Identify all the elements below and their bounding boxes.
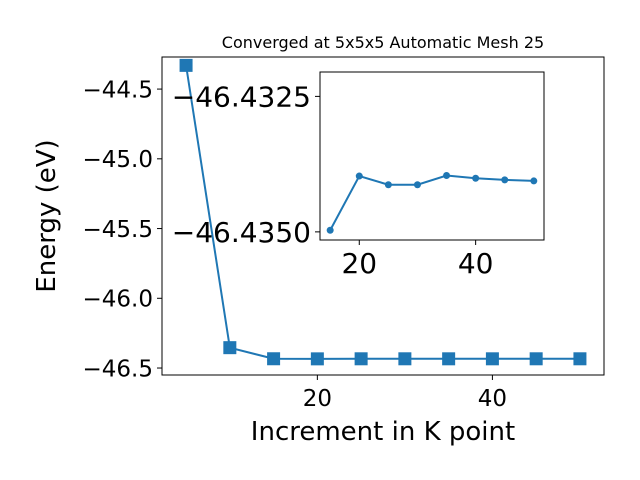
data-point [529, 352, 543, 366]
y-axis-label: Energy (eV) [32, 139, 62, 292]
data-point [398, 352, 412, 366]
data-point [326, 226, 334, 234]
y-tick-label: −46.4325 [172, 80, 311, 113]
x-axis-label: Increment in K point [251, 417, 515, 447]
data-point [501, 176, 509, 184]
data-point [442, 352, 456, 366]
inset-frame [319, 71, 545, 241]
data-point [223, 341, 237, 355]
x-tick-label: 40 [478, 386, 507, 412]
data-point [384, 181, 392, 189]
main-plot: Converged at 5x5x5 Automatic Mesh 25 20 4… [32, 33, 605, 447]
x-tick-label: 20 [341, 247, 377, 280]
data-point [573, 352, 587, 366]
data-point [267, 352, 281, 366]
data-point [530, 177, 538, 185]
main-plot-area [161, 56, 605, 376]
series-line [329, 174, 534, 231]
main-series [179, 58, 587, 366]
x-tick-label: 40 [458, 247, 494, 280]
data-point [310, 352, 324, 366]
chart-title: Converged at 5x5x5 Automatic Mesh 25 [222, 33, 544, 52]
y-tick-label: −46.0 [83, 287, 153, 313]
x-tick-label: 20 [303, 386, 332, 412]
data-point [179, 58, 193, 72]
data-point [485, 352, 499, 366]
y-tick-label: −46.5 [83, 356, 153, 382]
inset-series [326, 172, 538, 234]
y-tick-label: −44.5 [83, 77, 153, 103]
data-point [354, 352, 368, 366]
data-point [443, 172, 451, 180]
data-point [355, 172, 363, 180]
y-tick-label: −45.5 [83, 217, 153, 243]
data-point [472, 174, 480, 182]
data-point [413, 181, 421, 189]
y-tick-label: −46.4350 [172, 216, 311, 249]
inset-plot: 20 40 −46.4350 −46.4325 [172, 71, 545, 280]
series-line [185, 65, 580, 360]
inset-background [320, 72, 544, 240]
main-axis-ticks: 20 40 −44.5 −45.0 −45.5 −46.0 −46.5 [83, 77, 508, 412]
y-tick-label: −45.0 [83, 147, 153, 173]
inset-axis-ticks: 20 40 −46.4350 −46.4325 [172, 80, 494, 280]
